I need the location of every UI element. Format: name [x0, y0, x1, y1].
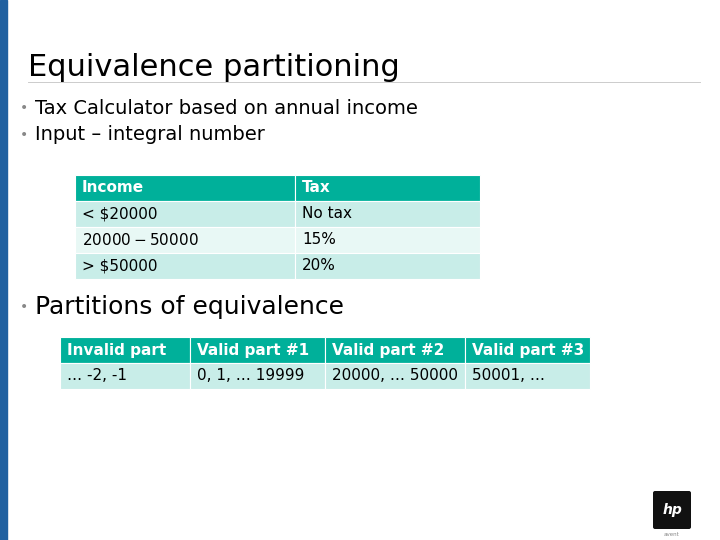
Text: Partitions of equivalence: Partitions of equivalence	[35, 295, 344, 319]
Bar	[75, 175, 295, 201]
Text: No tax: No tax	[302, 206, 352, 221]
Text: avent: avent	[664, 532, 680, 537]
Text: < $20000: < $20000	[82, 206, 158, 221]
Bar	[325, 363, 465, 389]
Bar	[295, 253, 480, 279]
Bar	[60, 363, 190, 389]
Text: 20000, … 50000: 20000, … 50000	[332, 368, 458, 383]
Text: … -2, -1: … -2, -1	[67, 368, 127, 383]
Bar	[190, 337, 325, 363]
Bar	[75, 201, 295, 227]
Text: •: •	[20, 300, 28, 314]
Bar	[295, 201, 480, 227]
Text: Tax Calculator based on annual income: Tax Calculator based on annual income	[35, 98, 418, 118]
Bar	[465, 337, 590, 363]
Bar	[465, 363, 590, 389]
Bar	[75, 253, 295, 279]
Text: •: •	[20, 128, 28, 142]
Text: Income: Income	[82, 180, 144, 195]
Bar	[190, 363, 325, 389]
Text: Equivalence partitioning: Equivalence partitioning	[28, 53, 400, 83]
Text: Tax: Tax	[302, 180, 330, 195]
Text: Invalid part: Invalid part	[67, 342, 166, 357]
Bar	[0, 0, 7, 540]
Text: Valid part #1: Valid part #1	[197, 342, 309, 357]
Text: •: •	[20, 101, 28, 115]
Text: Input – integral number: Input – integral number	[35, 125, 265, 145]
FancyBboxPatch shape	[653, 491, 691, 529]
Text: Valid part #3: Valid part #3	[472, 342, 584, 357]
Bar	[325, 337, 465, 363]
Text: > $50000: > $50000	[82, 259, 158, 273]
Text: $20000 - $50000: $20000 - $50000	[82, 232, 199, 248]
Bar	[295, 175, 480, 201]
Bar	[60, 337, 190, 363]
Bar	[295, 227, 480, 253]
Text: 15%: 15%	[302, 233, 336, 247]
Text: Valid part #2: Valid part #2	[332, 342, 444, 357]
Text: 0, 1, … 19999: 0, 1, … 19999	[197, 368, 305, 383]
Text: hp: hp	[662, 503, 682, 517]
Text: 20%: 20%	[302, 259, 336, 273]
Bar	[75, 227, 295, 253]
Text: 50001, …: 50001, …	[472, 368, 545, 383]
